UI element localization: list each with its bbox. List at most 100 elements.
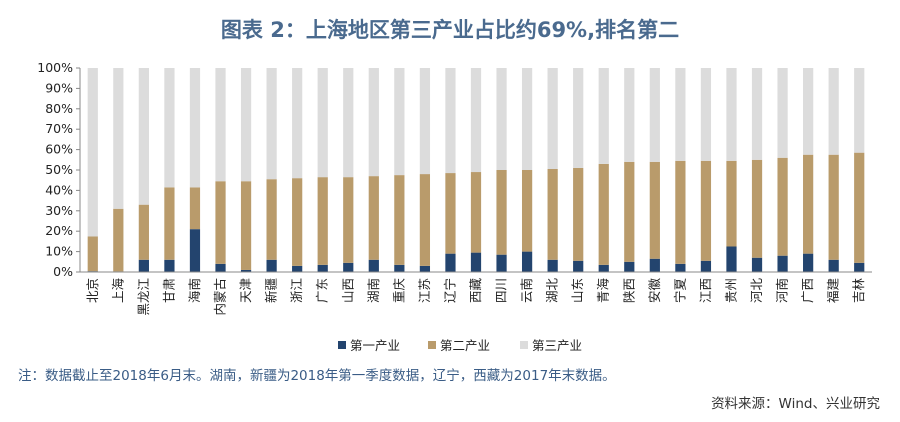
bar-segment-1 [854,262,865,272]
x-tick-label: 内蒙古 [213,278,228,316]
bar-segment-3 [419,68,431,175]
bar-segment-3 [521,68,533,170]
x-tick-label: 福建 [826,278,841,304]
bar-segment-2 [189,187,201,230]
x-tick-label: 贵州 [723,278,738,303]
bar-segment-2 [87,236,98,272]
bar-segment-3 [803,68,814,155]
bar-segment-3 [164,68,175,188]
bar-segment-1 [164,259,175,272]
x-tick-label: 宁夏 [672,278,687,304]
x-tick-label: 新疆 [264,278,279,303]
bar-segment-3 [292,68,303,179]
bar-segment-3 [700,68,712,161]
bar-segment-3 [573,68,584,168]
bar-segment-1 [700,260,712,272]
bar-segment-2 [368,176,379,260]
bar-segment-3 [777,68,788,158]
bar-segment-2 [164,187,175,260]
bar-segment-2 [828,154,839,260]
bar-segment-2 [700,160,712,261]
bar-segment-2 [266,179,277,260]
bar-segment-2 [496,170,507,255]
bar-segment-2 [751,159,763,258]
y-tick-label: 80% [45,101,73,116]
bar-segment-1 [240,269,252,272]
bar-segment-2 [547,168,558,260]
x-tick-label: 河南 [775,278,790,303]
bar-segment-2 [649,161,660,259]
x-tick-label: 重庆 [391,278,406,304]
y-tick-label: 0% [53,264,73,279]
x-tick-label: 江西 [698,278,713,303]
x-tick-label: 甘肃 [161,278,176,303]
x-tick-label: 湖北 [545,278,560,304]
bar-segment-1 [496,254,507,272]
x-tick-label: 吉林 [851,278,866,304]
bar-segment-3 [470,68,482,173]
bar-segment-3 [215,68,226,182]
bar-segment-3 [317,68,328,178]
bar-segment-2 [419,174,431,266]
bar-segment-3 [113,68,124,209]
x-tick-label: 青海 [596,278,611,304]
x-tick-label: 天津 [238,278,253,303]
bar-segment-3 [751,68,763,160]
y-tick-label: 70% [45,121,73,136]
bar-segment-3 [87,68,98,237]
bar-segment-1 [419,265,431,272]
bar-segment-1 [470,252,482,272]
y-tick-label: 20% [45,223,73,238]
bar-segment-2 [598,163,609,265]
x-tick-label: 辽宁 [442,278,457,303]
x-tick-label: 安徽 [647,278,662,304]
x-tick-label: 浙江 [289,278,304,303]
x-tick-label: 云南 [519,278,534,303]
bar-segment-1 [317,264,328,272]
y-tick-label: 30% [45,203,73,218]
bar-segment-2 [726,160,737,247]
bar-segment-3 [675,68,686,161]
x-tick-label: 黑龙江 [136,278,151,316]
bar-segment-2 [292,178,303,266]
bar-segment-2 [470,172,482,253]
chart-title: 图表 2：上海地区第三产业占比约69%,排名第二 [220,18,680,42]
legend-label-1: 第一产业 [350,338,400,353]
y-tick-label: 10% [45,244,73,259]
bar-segment-2 [113,208,124,272]
bar-segment-3 [138,68,149,205]
bar-segment-3 [726,68,737,161]
x-tick-label: 广东 [315,278,330,303]
bar-segment-2 [573,167,584,261]
x-tick-label: 山西 [340,278,355,303]
legend-label-2: 第二产业 [440,338,490,353]
legend-label-3: 第三产业 [532,338,582,353]
bar-segment-3 [343,68,354,178]
x-tick-label: 四川 [494,278,509,303]
bar-segment-1 [828,259,839,272]
bar-segment-3 [189,68,201,188]
y-tick-label: 40% [45,182,73,197]
bar-segment-3 [445,68,456,174]
bar-segment-3 [240,68,252,182]
x-tick-label: 海南 [187,278,202,303]
bar-segment-1 [726,246,737,272]
bar-segment-2 [777,157,788,256]
bar-segment-1 [547,259,558,272]
bar-segment-3 [598,68,609,164]
bar-segment-2 [521,170,533,252]
legend-swatch-3 [520,341,528,349]
bar-segment-1 [394,264,405,272]
x-tick-label: 湖南 [366,278,381,303]
bar-segment-3 [649,68,660,162]
bar-segment-3 [854,68,865,153]
bar-segment-2 [138,204,149,260]
bar-segment-2 [317,177,328,265]
stacked-bar-chart: 0% 10% 20% 30% 40% 50% 60% 70% 80% 90% 100% 北京 上海 黑龙江… [37,60,872,353]
bar-segment-1 [292,265,303,272]
bar-segment-1 [138,259,149,272]
bar-segment-1 [573,260,584,272]
bar-segment-3 [624,68,635,162]
bar-segment-3 [496,68,507,170]
bar-segment-1 [624,261,635,272]
